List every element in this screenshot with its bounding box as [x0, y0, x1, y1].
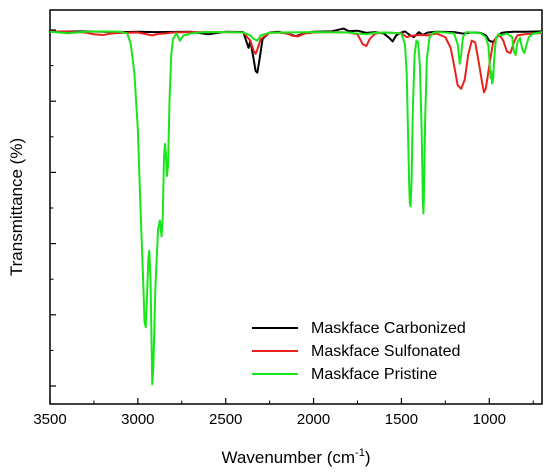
x-tick-label: 2500 [209, 411, 242, 428]
plot-frame [49, 9, 543, 405]
x-axis-ticks: 3500 3000 2500 2000 1500 1000 [33, 398, 534, 428]
series-layer [50, 27, 542, 386]
x-tick-label: 3500 [33, 411, 66, 428]
legend: Maskface Carbonized Maskface Sulfonated Ma… [252, 320, 466, 383]
legend-label: Maskface Pristine [311, 366, 437, 383]
series-line-1 [50, 30, 542, 94]
x-tick-label: 3000 [121, 411, 154, 428]
series-line-2 [50, 30, 542, 386]
x-tick-label: 2000 [297, 411, 330, 428]
x-tick-label: 1500 [385, 411, 418, 428]
x-axis-title: Wavenumber (cm-1) [222, 447, 371, 467]
legend-label: Maskface Sulfonated [311, 343, 460, 360]
y-axis-ticks [50, 29, 56, 387]
y-axis-title: Transmittance (%) [7, 138, 26, 276]
legend-label: Maskface Carbonized [311, 320, 466, 337]
x-tick-label: 1000 [473, 411, 506, 428]
